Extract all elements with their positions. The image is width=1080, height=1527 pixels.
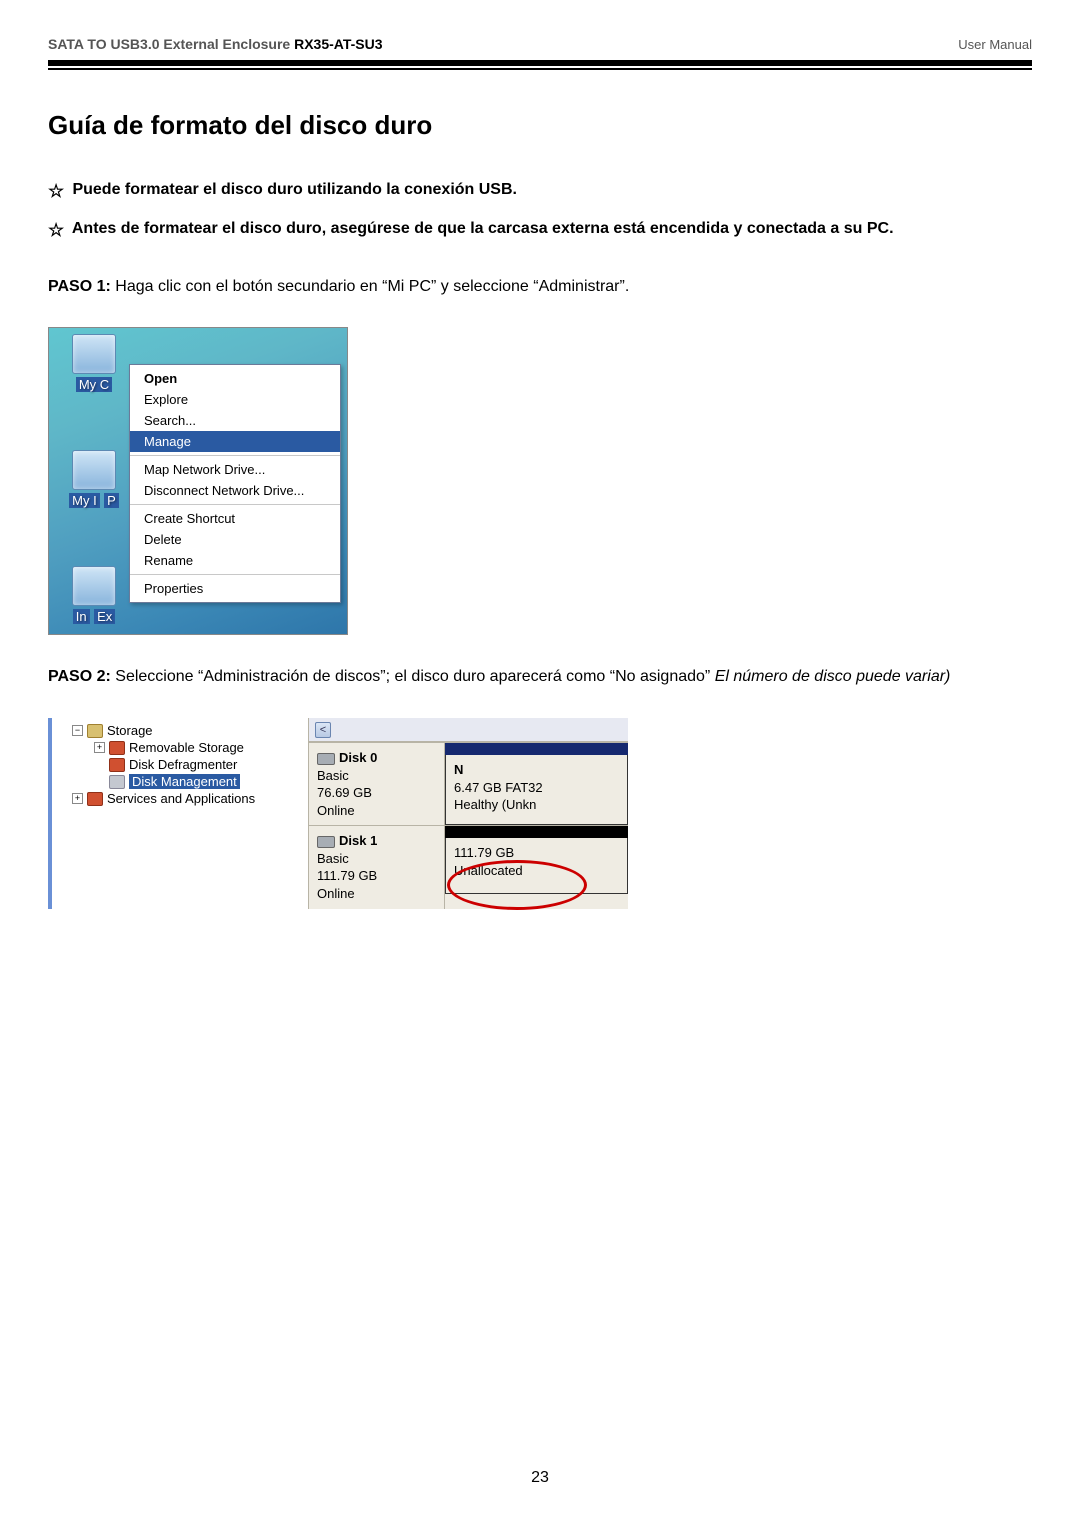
defrag-icon xyxy=(109,758,125,772)
tree-label-selected: Disk Management xyxy=(129,774,240,789)
header-rule-thick xyxy=(48,60,1032,66)
page-title: Guía de formato del disco duro xyxy=(48,110,1032,141)
disk-1-title: Disk 1 xyxy=(339,833,377,848)
tree-label: Removable Storage xyxy=(129,740,244,755)
bullet-1: ☆ Puede formatear el disco duro utilizan… xyxy=(48,177,1032,206)
disk-1-info: Disk 1 Basic 111.79 GB Online xyxy=(309,826,445,908)
disk-row-1: Disk 1 Basic 111.79 GB Online 111.79 GB … xyxy=(309,825,628,908)
computer-icon xyxy=(72,334,116,374)
disk-icon xyxy=(317,836,335,848)
menu-item-open[interactable]: Open xyxy=(130,368,340,389)
tree-label: Storage xyxy=(107,723,153,738)
vol-0-state: Healthy (Unkn xyxy=(454,796,619,814)
desktop-icon-mycomputer[interactable]: My C xyxy=(59,334,129,394)
page-header: SATA TO USB3.0 External Enclosure RX35-A… xyxy=(48,36,1032,60)
menu-item-create-shortcut[interactable]: Create Shortcut xyxy=(130,508,340,529)
folder-icon xyxy=(87,724,103,738)
step-1-label: PASO 1: xyxy=(48,278,111,295)
disk-1-size: 111.79 GB xyxy=(317,867,436,885)
step-2-text: Seleccione “Administración de discos”; e… xyxy=(115,668,714,685)
step-2-italic: El número de disco puede variar) xyxy=(715,668,951,685)
bullet-2-text: Antes de formatear el disco duro, asegúr… xyxy=(72,220,894,237)
desktop-icon-ie[interactable]: In Ex xyxy=(59,566,129,626)
vol-1-size: 111.79 GB xyxy=(454,844,619,862)
disk-row-0: Disk 0 Basic 76.69 GB Online N 6.47 GB F… xyxy=(309,742,628,825)
bullet-1-text: Puede formatear el disco duro utilizando… xyxy=(72,181,517,198)
step-2: PASO 2: Seleccione “Administración de di… xyxy=(48,663,1032,692)
menu-item-properties[interactable]: Properties xyxy=(130,578,340,599)
desktop-icon-label: P xyxy=(104,493,119,508)
header-right: User Manual xyxy=(958,37,1032,52)
header-model: RX35-AT-SU3 xyxy=(294,36,382,52)
storage-icon xyxy=(109,741,125,755)
menu-item-delete[interactable]: Delete xyxy=(130,529,340,550)
vol-0-label: N xyxy=(454,761,619,779)
disk-1-volume[interactable]: 111.79 GB Unallocated xyxy=(445,826,628,908)
disk-1-status: Online xyxy=(317,885,436,903)
menu-item-search[interactable]: Search... xyxy=(130,410,340,431)
disk-0-size: 76.69 GB xyxy=(317,784,436,802)
vol-0-size: 6.47 GB FAT32 xyxy=(454,779,619,797)
star-icon: ☆ xyxy=(48,216,68,245)
page-number: 23 xyxy=(0,1469,1080,1487)
disk-pane: < Disk 0 Basic 76.69 GB Online N 6.47 GB… xyxy=(308,718,628,908)
context-menu: Open Explore Search... Manage Map Networ… xyxy=(129,364,341,603)
disk-icon xyxy=(317,753,335,765)
menu-item-rename[interactable]: Rename xyxy=(130,550,340,571)
scroll-left-icon[interactable]: < xyxy=(315,722,331,738)
tree-item-storage[interactable]: − Storage xyxy=(58,722,308,739)
disk-0-type: Basic xyxy=(317,767,436,785)
diskmgmt-icon xyxy=(109,775,125,789)
expand-icon[interactable]: + xyxy=(94,742,105,753)
disk-0-info: Disk 0 Basic 76.69 GB Online xyxy=(309,743,445,825)
tree-item-defrag[interactable]: Disk Defragmenter xyxy=(58,756,308,773)
tree-label: Services and Applications xyxy=(107,791,255,806)
disk-0-status: Online xyxy=(317,802,436,820)
network-icon xyxy=(72,450,116,490)
menu-item-disconnect-drive[interactable]: Disconnect Network Drive... xyxy=(130,480,340,501)
bullet-2: ☆ Antes de formatear el disco duro, aseg… xyxy=(48,216,1032,245)
step-1-text: Haga clic con el botón secundario en “Mi… xyxy=(115,278,629,295)
tree-item-services[interactable]: + Services and Applications xyxy=(58,790,308,807)
desktop-icon-mynetwork[interactable]: My I P xyxy=(59,450,129,510)
tree-item-diskmgmt[interactable]: Disk Management xyxy=(58,773,308,790)
disk-0-title: Disk 0 xyxy=(339,750,377,765)
tree-label: Disk Defragmenter xyxy=(129,757,237,772)
services-icon xyxy=(87,792,103,806)
screenshot-context-menu: My C My I P In Ex Open Explore Search...… xyxy=(48,327,348,635)
desktop-icon-label: Ex xyxy=(94,609,115,624)
header-rule-thin xyxy=(48,68,1032,70)
step-1: PASO 1: Haga clic con el botón secundari… xyxy=(48,273,1032,302)
desktop-icon-label: In xyxy=(73,609,90,624)
scrollbar-stub[interactable]: < xyxy=(309,718,628,742)
tree-pane: − Storage + Removable Storage Disk Defra… xyxy=(48,718,308,908)
disk-0-volume[interactable]: N 6.47 GB FAT32 Healthy (Unkn xyxy=(445,743,628,825)
expand-icon[interactable]: + xyxy=(72,793,83,804)
desktop-icon-label: My I xyxy=(69,493,100,508)
screenshot-disk-management: − Storage + Removable Storage Disk Defra… xyxy=(48,718,628,908)
menu-item-explore[interactable]: Explore xyxy=(130,389,340,410)
menu-item-map-drive[interactable]: Map Network Drive... xyxy=(130,459,340,480)
menu-item-manage[interactable]: Manage xyxy=(130,431,340,452)
collapse-icon[interactable]: − xyxy=(72,725,83,736)
star-icon: ☆ xyxy=(48,177,68,206)
vol-1-state: Unallocated xyxy=(454,862,619,880)
disk-1-type: Basic xyxy=(317,850,436,868)
step-2-label: PASO 2: xyxy=(48,668,111,685)
tree-item-removable[interactable]: + Removable Storage xyxy=(58,739,308,756)
volume-bar xyxy=(445,826,628,838)
desktop-icon-label: My C xyxy=(76,377,112,392)
volume-bar xyxy=(445,743,628,755)
header-prefix: SATA TO USB3.0 External Enclosure xyxy=(48,36,290,52)
ie-icon xyxy=(72,566,116,606)
